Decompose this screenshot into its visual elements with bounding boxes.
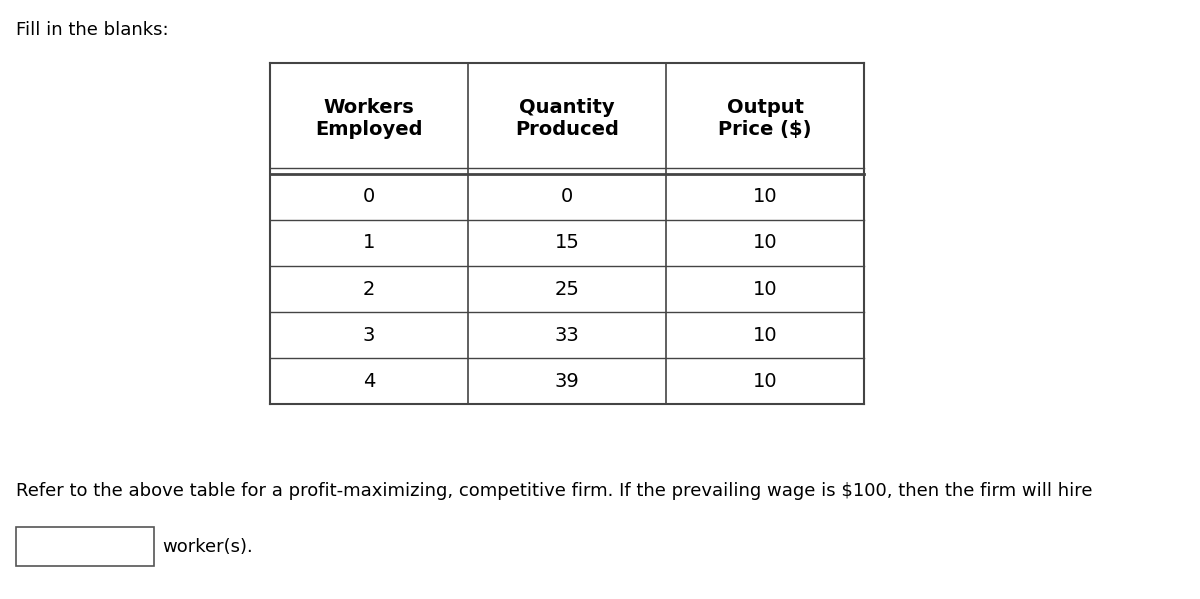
Text: 10: 10 — [752, 326, 778, 344]
Text: Output
Price ($): Output Price ($) — [719, 98, 811, 139]
Text: 4: 4 — [362, 372, 376, 391]
Text: 0: 0 — [560, 187, 574, 206]
Text: 1: 1 — [362, 234, 376, 252]
Text: Quantity
Produced: Quantity Produced — [515, 98, 619, 139]
Text: 0: 0 — [362, 187, 376, 206]
Text: Refer to the above table for a profit-maximizing, competitive firm. If the preva: Refer to the above table for a profit-ma… — [16, 482, 1092, 500]
Text: 10: 10 — [752, 280, 778, 298]
Text: 3: 3 — [362, 326, 376, 344]
Text: 2: 2 — [362, 280, 376, 298]
Text: worker(s).: worker(s). — [162, 537, 253, 556]
Text: 39: 39 — [554, 372, 580, 391]
Text: 25: 25 — [554, 280, 580, 298]
Text: 10: 10 — [752, 372, 778, 391]
Text: 15: 15 — [554, 234, 580, 252]
Text: 33: 33 — [554, 326, 580, 344]
Text: 10: 10 — [752, 187, 778, 206]
Text: 10: 10 — [752, 234, 778, 252]
Text: Fill in the blanks:: Fill in the blanks: — [16, 21, 168, 39]
Text: Workers
Employed: Workers Employed — [316, 98, 422, 139]
